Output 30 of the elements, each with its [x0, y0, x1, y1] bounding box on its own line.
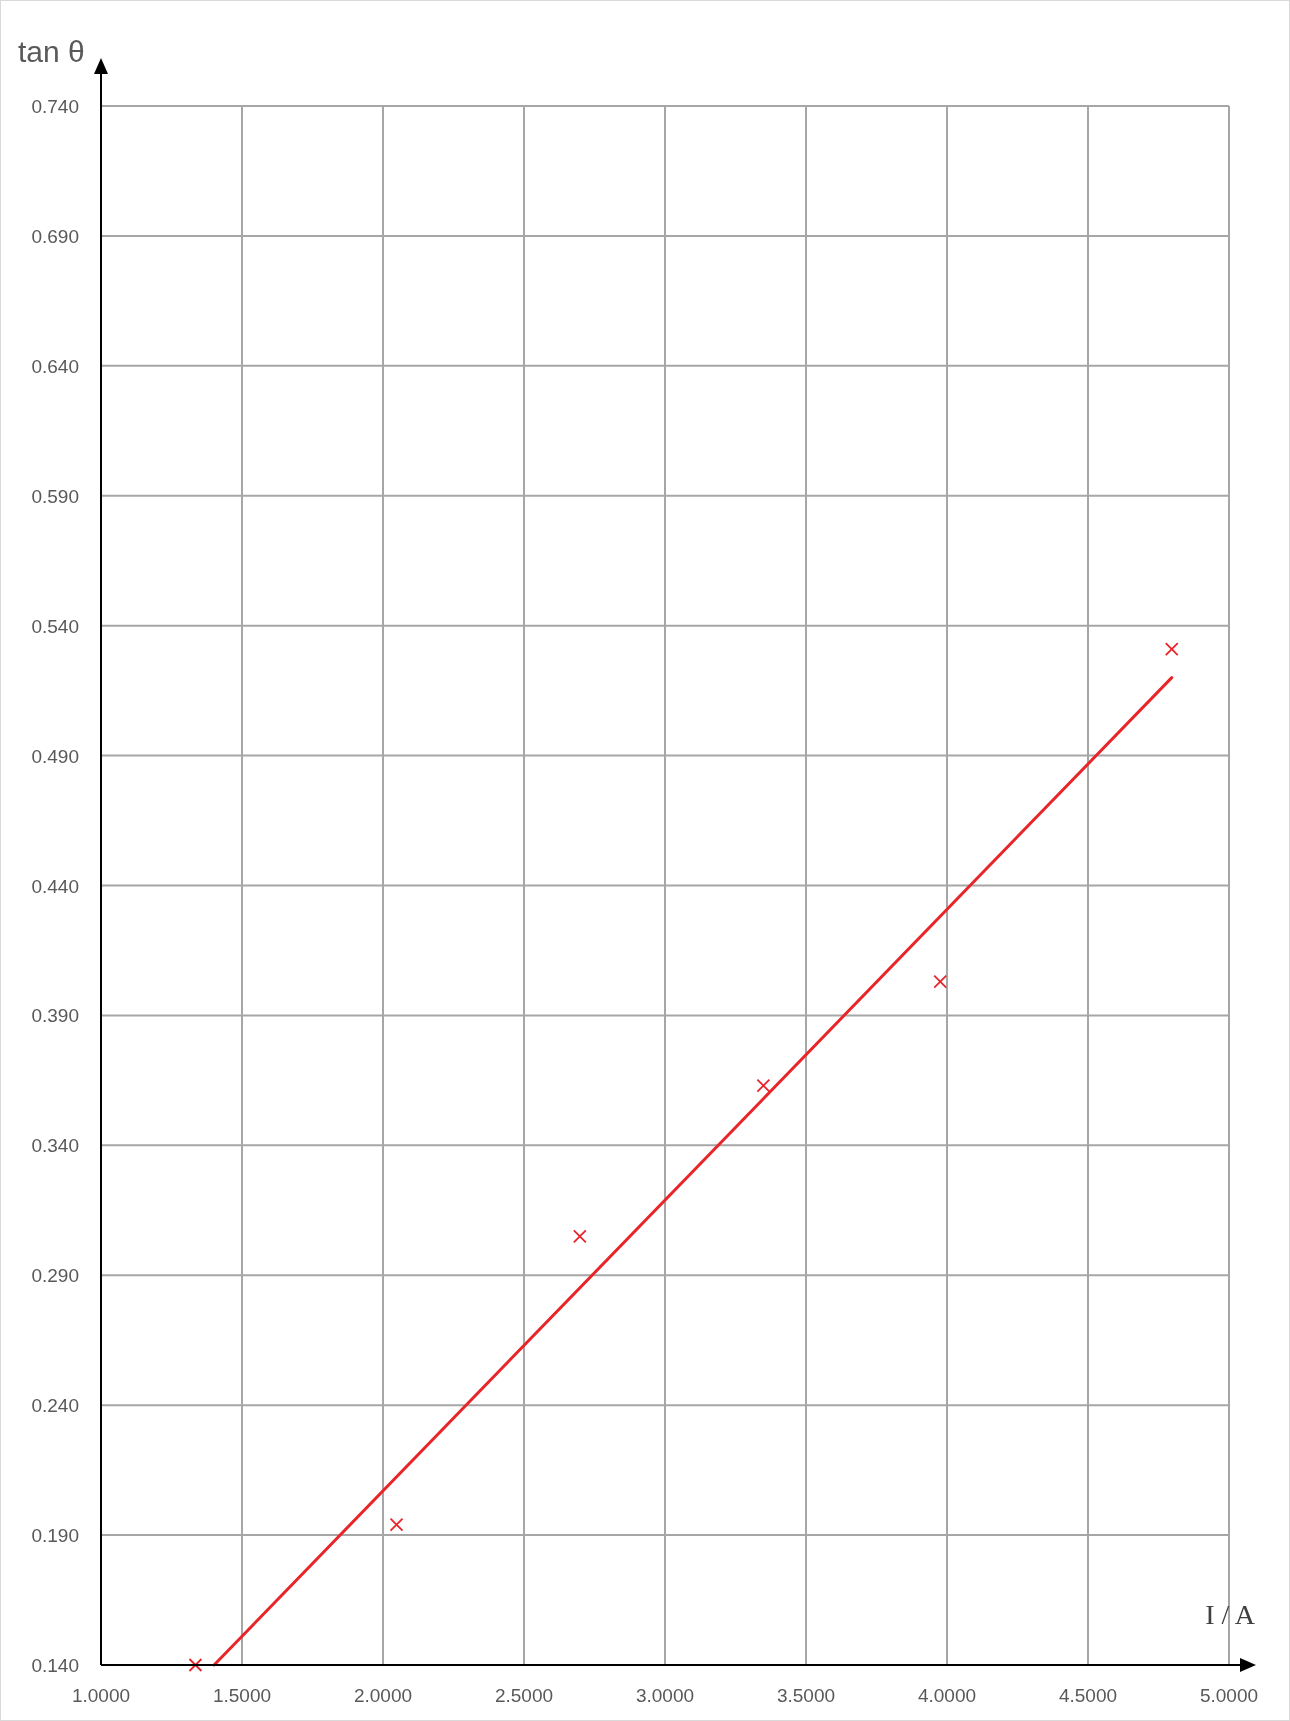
point — [389, 1517, 404, 1532]
x-tick-label: 1.0000 — [71, 1685, 131, 1706]
y-tick-label: 0.740 — [31, 96, 79, 117]
y-tick-label: 0.490 — [31, 745, 79, 767]
y-tick-label: 0.240 — [31, 1395, 79, 1417]
y-axis-title: tan θ — [18, 35, 85, 68]
point — [188, 1658, 203, 1672]
x-tick-label: 5.0000 — [1199, 1685, 1259, 1706]
x-tick-label: 1.5000 — [212, 1685, 272, 1706]
y-tick-label: 0.690 — [31, 225, 79, 247]
x-tick-label: 3.5000 — [776, 1685, 836, 1706]
point — [572, 1229, 587, 1244]
x-tick-label: 3.0000 — [635, 1685, 695, 1706]
y-tick-label: 0.340 — [31, 1135, 79, 1157]
point — [756, 1078, 771, 1093]
y-tick-label: 0.590 — [31, 485, 79, 507]
x-tick-label: 4.5000 — [1058, 1685, 1118, 1706]
y-tick-label: 0.140 — [31, 1655, 79, 1676]
y-tick-label: 0.640 — [31, 355, 79, 377]
y-tick-label: 0.290 — [31, 1265, 79, 1287]
x-tick-label: 2.5000 — [494, 1685, 554, 1706]
x-tick-label: 4.0000 — [917, 1685, 977, 1706]
x-axis-title: I / A — [1205, 1599, 1256, 1630]
y-tick-label: 0.540 — [31, 615, 79, 637]
x-tick-label: 2.0000 — [353, 1685, 413, 1706]
y-tick-label: 0.390 — [31, 1005, 79, 1027]
y-tick-label: 0.190 — [31, 1525, 79, 1547]
point — [1164, 642, 1179, 656]
point — [933, 974, 948, 989]
y-tick-label: 0.440 — [31, 875, 79, 897]
